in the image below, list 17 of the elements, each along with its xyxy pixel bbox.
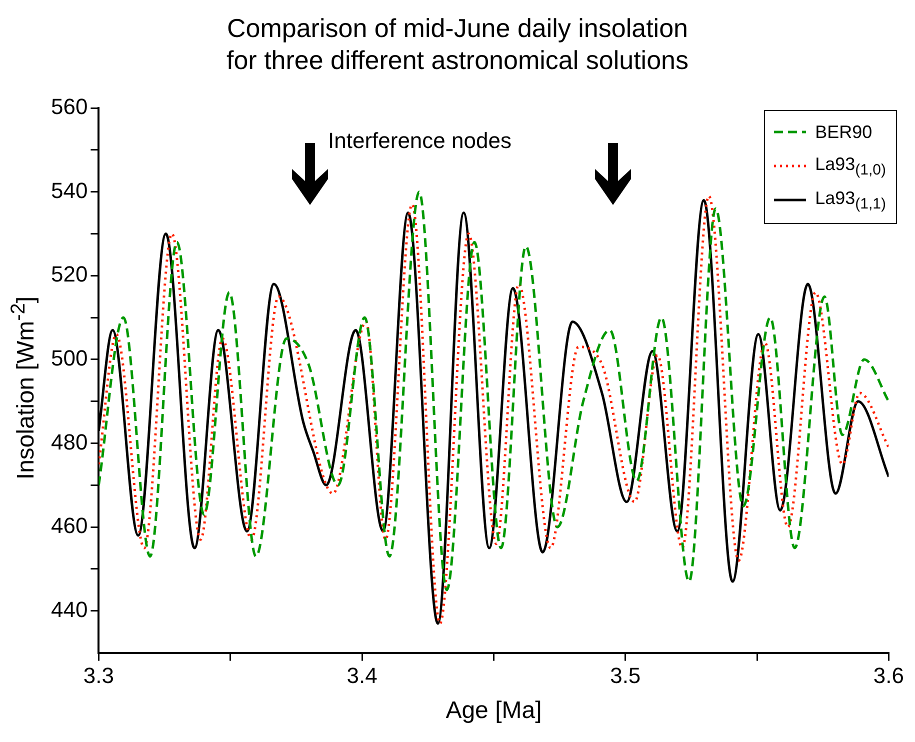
- x-tick-label: 3.4: [346, 663, 378, 688]
- legend-label: La93$_{(1,0)}$: [815, 154, 886, 178]
- y-tick-label: 460: [50, 513, 88, 538]
- legend-label: La93$_{(1,1)}$: [815, 188, 886, 212]
- x-tick-label: 3.5: [610, 663, 641, 688]
- y-tick-label: 440: [50, 596, 88, 622]
- x-tick-label: 3.6: [873, 663, 904, 688]
- chart-title: Comparison of mid-June daily insolation for three different astronomical solutions: [226, 12, 690, 76]
- y-tick-label: 480: [50, 429, 88, 454]
- x-axis-title: Age [Ma]: [446, 697, 542, 724]
- x-tick-label: 3.3: [83, 663, 114, 688]
- y-tick-label: 520: [50, 262, 88, 287]
- legend-label: BER90: [815, 122, 872, 142]
- y-tick-label: 540: [50, 178, 88, 203]
- y-tick-label: 500: [50, 346, 88, 371]
- annotation: Interference nodes: [328, 128, 512, 154]
- y-tick-label: 560: [50, 94, 88, 120]
